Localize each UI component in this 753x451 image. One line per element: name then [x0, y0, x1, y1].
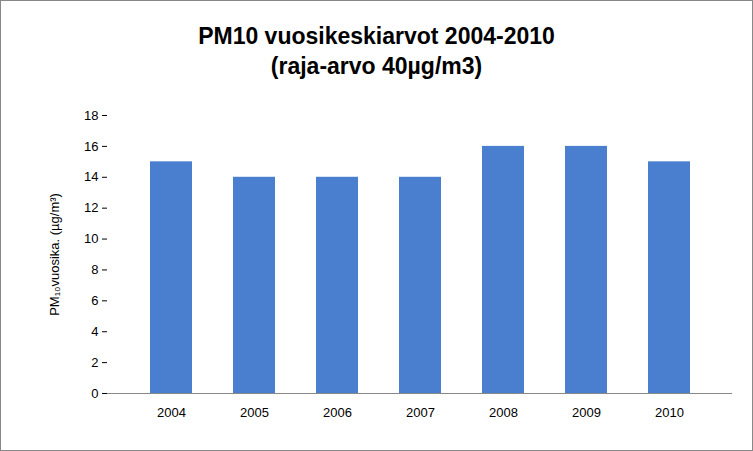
- svg-text:10: 10: [84, 231, 98, 246]
- html-text:PM10 vuosikeskiarvot 2004-2010: PM10 vuosikeskiarvot 2004-2010: [198, 23, 555, 49]
- svg-text:8: 8: [91, 262, 98, 277]
- svg-text:2004: 2004: [157, 405, 186, 420]
- svg-text:18: 18: [84, 108, 98, 123]
- svg-text:0: 0: [91, 386, 98, 401]
- svg-text:2005: 2005: [240, 405, 269, 420]
- svg-text:2: 2: [91, 355, 98, 370]
- svg-text:2007: 2007: [406, 405, 435, 420]
- svg-text:12: 12: [84, 200, 98, 215]
- svg-text:2010: 2010: [655, 405, 684, 420]
- svg-text:14: 14: [84, 169, 98, 184]
- svg-text:6: 6: [91, 293, 98, 308]
- html-text:(raja-arvo 40µg/m3): (raja-arvo 40µg/m3): [270, 53, 483, 79]
- svg-text:2006: 2006: [323, 405, 352, 420]
- svg-text:2008: 2008: [489, 405, 518, 420]
- svg-text:PM₁₀vuosika. (µg/m³): PM₁₀vuosika. (µg/m³): [47, 193, 62, 316]
- svg-text:2009: 2009: [572, 405, 601, 420]
- svg-text:16: 16: [84, 139, 98, 154]
- svg-text:4: 4: [91, 324, 98, 339]
